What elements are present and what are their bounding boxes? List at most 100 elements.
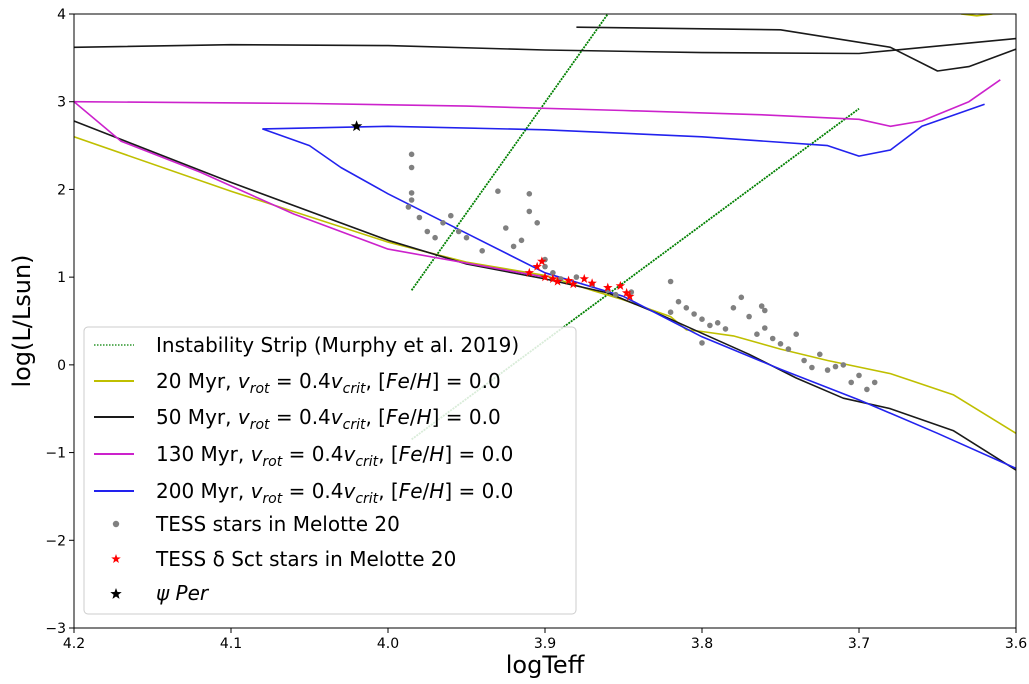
tess-star-point — [769, 335, 776, 342]
dsct-star-point — [587, 278, 597, 288]
y-axis-label: log(L/Lsun) — [8, 254, 36, 387]
legend-label-tess: TESS stars in Melotte 20 — [155, 512, 400, 536]
y-tick-label: 0 — [57, 358, 66, 374]
tess-star-point — [762, 307, 768, 314]
y-tick-label: 1 — [57, 270, 66, 286]
isochrone-50myr-upper-branch-2 — [576, 26, 1016, 72]
x-tick-label: 3.9 — [534, 636, 556, 652]
dsct-star-point — [563, 275, 574, 285]
tess-star-point — [526, 191, 533, 197]
tess-star-point — [408, 164, 415, 171]
dsct-star-point — [537, 256, 547, 266]
tess-star-point — [793, 331, 799, 338]
y-tick-label: 3 — [57, 95, 66, 111]
tess-star-point — [424, 228, 431, 235]
legend-marker-tess — [112, 520, 120, 528]
tess-star-point — [405, 204, 412, 210]
tess-star-point — [408, 151, 415, 158]
x-axis-label: logTeff — [506, 651, 585, 679]
dsct-star-point — [524, 267, 535, 277]
tess-star-point — [683, 305, 690, 311]
dsct-star-point — [552, 276, 563, 286]
tess-star-point — [448, 212, 454, 219]
y-tick-label: −2 — [45, 533, 66, 549]
dsct-star-point — [603, 282, 613, 292]
tess-star-point — [534, 220, 540, 226]
tess-star-point — [754, 331, 760, 338]
instability-strip-edge-2 — [411, 107, 860, 441]
dsct-star-point — [532, 261, 542, 271]
x-tick-label: 4.2 — [63, 636, 85, 652]
tess-star-point — [432, 234, 438, 241]
y-tick-label: −1 — [45, 446, 66, 462]
isochrone-200myr-line — [262, 103, 985, 157]
x-tick-label: 3.7 — [848, 636, 870, 652]
y-axis-ticks: −3 −2 −1 0 1 2 3 4 — [45, 7, 74, 637]
tess-star-point — [440, 220, 446, 226]
legend-label-130myr: 130 Myr, vrot = 0.4vcrit, [Fe/H] = 0.0 — [156, 442, 513, 470]
dsct-star-point — [579, 273, 590, 283]
psi-per-legend-star — [110, 588, 122, 599]
y-tick-label: 4 — [57, 7, 66, 23]
isochrone-130myr-line — [74, 79, 1001, 128]
tess-star-point — [408, 197, 415, 203]
tess-star-point — [699, 340, 705, 346]
x-tick-label: 3.8 — [691, 636, 713, 652]
legend-label-20myr: 20 Myr, vrot = 0.4vcrit, [Fe/H] = 0.0 — [156, 369, 501, 397]
tess-star-point — [848, 379, 854, 386]
tess-star-point — [612, 291, 619, 298]
tess-star-point — [762, 325, 768, 331]
dsct-star-point — [615, 280, 626, 290]
x-axis-ticks: 4.2 4.1 4.0 3.9 3.8 3.7 3.6 — [63, 628, 1027, 652]
tess-star-point — [518, 237, 525, 244]
tess-star-point — [408, 190, 415, 196]
isochrone-50myr-upper-branch — [74, 37, 1016, 55]
psi-per-star-point — [350, 120, 363, 132]
tess-star-point — [573, 274, 580, 280]
tess-star-point — [738, 294, 745, 301]
legend-marker-dsct — [111, 554, 121, 564]
tess-star-point — [667, 309, 674, 316]
dsct-star-point — [540, 272, 550, 282]
isochrone-130myr-loop — [74, 101, 546, 278]
dsct-star-point — [625, 291, 635, 301]
dsct-star-point — [568, 279, 579, 289]
tess-star-point — [824, 367, 831, 373]
tess-star-point — [871, 379, 878, 386]
tess-star-point — [856, 372, 862, 379]
legend-marker-psi-per — [110, 588, 122, 599]
x-tick-label: 3.6 — [1005, 636, 1027, 652]
y-tick-label: −3 — [45, 621, 66, 637]
x-tick-label: 4.1 — [220, 636, 242, 652]
tess-star-point — [785, 346, 792, 352]
tess-star-point — [801, 357, 807, 364]
plot-marks — [74, 14, 1016, 471]
dsct-legend-star — [111, 554, 121, 564]
y-tick-label: 2 — [57, 182, 66, 198]
legend-label-dsct: TESS δ Sct stars in Melotte 20 — [155, 547, 456, 571]
tess-star-point — [503, 225, 509, 231]
tess-star-point — [840, 362, 847, 368]
tess-star-point — [746, 313, 752, 320]
isochrone-50myr-line — [74, 120, 1016, 471]
tess-star-point — [707, 322, 713, 329]
tess-star-point — [542, 263, 548, 270]
dsct-star-point — [621, 287, 632, 297]
tess-star-point — [730, 305, 737, 311]
tess-star-point — [675, 298, 682, 305]
isochrone-20myr-upper-branch — [961, 14, 993, 17]
tess-star-point — [777, 341, 784, 347]
tess-star-point — [667, 278, 674, 285]
instability-strip-edge-1 — [410, 14, 609, 291]
isochrone-200myr-loop — [262, 128, 1016, 470]
tess-star-point — [758, 303, 765, 309]
tess-star-point — [691, 311, 697, 317]
tess-star-point — [550, 270, 556, 276]
legend-label-strip: Instability Strip (Murphy et al. 2019) — [156, 333, 519, 357]
tess-star-point — [832, 363, 839, 370]
tess-star-point — [510, 243, 517, 250]
tess-star-point — [699, 316, 705, 323]
legend-box — [83, 326, 577, 615]
tess-star-point — [495, 188, 501, 194]
